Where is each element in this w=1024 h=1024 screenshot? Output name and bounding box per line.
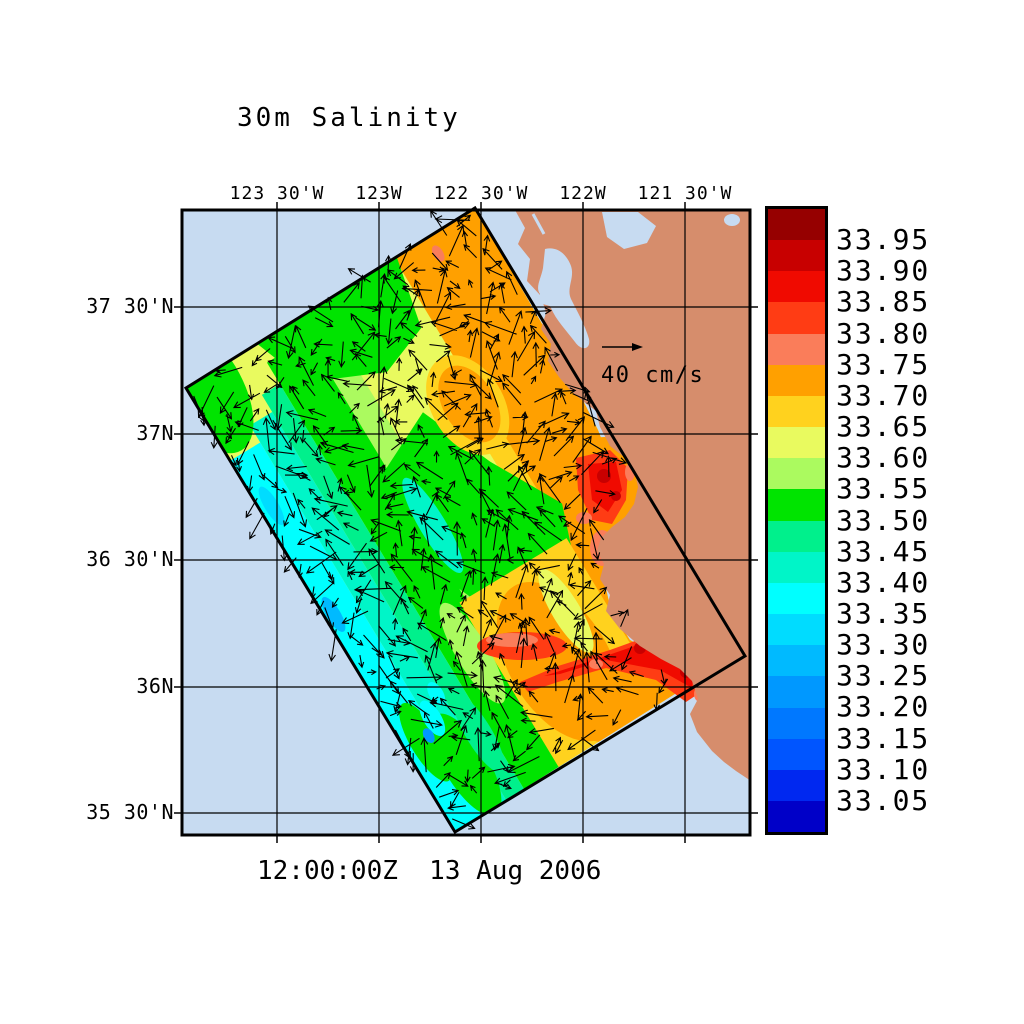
lon-tick-label: 121 30'W	[637, 183, 733, 204]
inland-water	[724, 214, 740, 226]
colorbar-segment	[768, 240, 825, 272]
colorbar	[765, 206, 828, 835]
vector-scale-label: 40 cm/s	[601, 363, 705, 388]
colorbar-segment	[768, 551, 825, 583]
colorbar-tick-label: 33.60	[836, 441, 931, 475]
reference-vector-arrow-icon	[602, 343, 643, 351]
colorbar-tick-label: 33.85	[836, 285, 931, 319]
colorbar-tick-label: 33.40	[836, 565, 931, 599]
colorbar-segment	[768, 395, 825, 428]
lat-tick-label: 35 30'N	[86, 800, 174, 824]
colorbar-tick-label: 33.20	[836, 690, 931, 724]
golden-gate-channel	[536, 294, 553, 307]
colorbar-segment	[768, 458, 825, 490]
lat-tick-label: 36N	[136, 674, 174, 698]
colorbar-tick-label: 33.90	[836, 254, 931, 288]
colorbar-segment	[768, 489, 825, 521]
axis-ticks	[174, 202, 758, 843]
colorbar-segment	[768, 364, 825, 396]
page-title: 30m Salinity	[237, 103, 461, 133]
lon-tick-label: 122 30'W	[433, 183, 529, 204]
lat-tick-label: 36 30'N	[86, 547, 174, 571]
current-vector-arrows	[193, 209, 669, 830]
colorbar-segment	[768, 427, 825, 459]
colorbar-tick-label: 33.30	[836, 628, 931, 662]
timestamp-label: 12:00:00Z 13 Aug 2006	[257, 856, 602, 886]
colorbar-segment	[768, 520, 825, 552]
colorbar-segment	[768, 676, 825, 708]
colorbar-tick-label: 33.05	[836, 783, 931, 817]
colorbar-segment	[768, 645, 825, 677]
colorbar-tick-label: 33.80	[836, 316, 931, 350]
lon-tick-label: 122W	[559, 183, 607, 204]
lon-tick-label: 123 30'W	[229, 183, 325, 204]
colorbar-segment	[768, 302, 825, 334]
tomales-bay	[531, 213, 546, 235]
graticule-lines	[182, 210, 750, 835]
colorbar-segment	[768, 271, 825, 303]
model-domain-outline	[183, 205, 748, 835]
colorbar-tick-label: 33.65	[836, 410, 931, 444]
colorbar-tick-label: 33.45	[836, 534, 931, 568]
colorbar-segment	[768, 209, 825, 241]
colorbar-segment	[768, 582, 825, 615]
colorbar-segment	[768, 707, 825, 739]
lat-tick-label: 37N	[136, 421, 174, 445]
map-frame	[180, 208, 752, 837]
colorbar-segment	[768, 800, 825, 833]
lon-tick-label: 123W	[355, 183, 403, 204]
colorbar-tick-label: 33.95	[836, 223, 931, 257]
colorbar-tick-label: 33.35	[836, 596, 931, 630]
colorbar-tick-label: 33.50	[836, 503, 931, 537]
colorbar-tick-label: 33.15	[836, 721, 931, 755]
colorbar-segment	[768, 333, 825, 365]
colorbar-tick-label: 33.55	[836, 472, 931, 506]
colorbar-tick-label: 33.75	[836, 347, 931, 381]
colorbar-segment	[768, 738, 825, 770]
lat-tick-label: 37 30'N	[86, 294, 174, 318]
colorbar-tick-label: 33.25	[836, 659, 931, 693]
colorbar-segment	[768, 614, 825, 646]
colorbar-segment	[768, 769, 825, 801]
sf-bay-water	[538, 248, 590, 349]
colorbar-tick-label: 33.10	[836, 752, 931, 786]
land-area	[515, 210, 750, 781]
north-bay-water	[602, 212, 656, 249]
colorbar-tick-label: 33.70	[836, 378, 931, 412]
